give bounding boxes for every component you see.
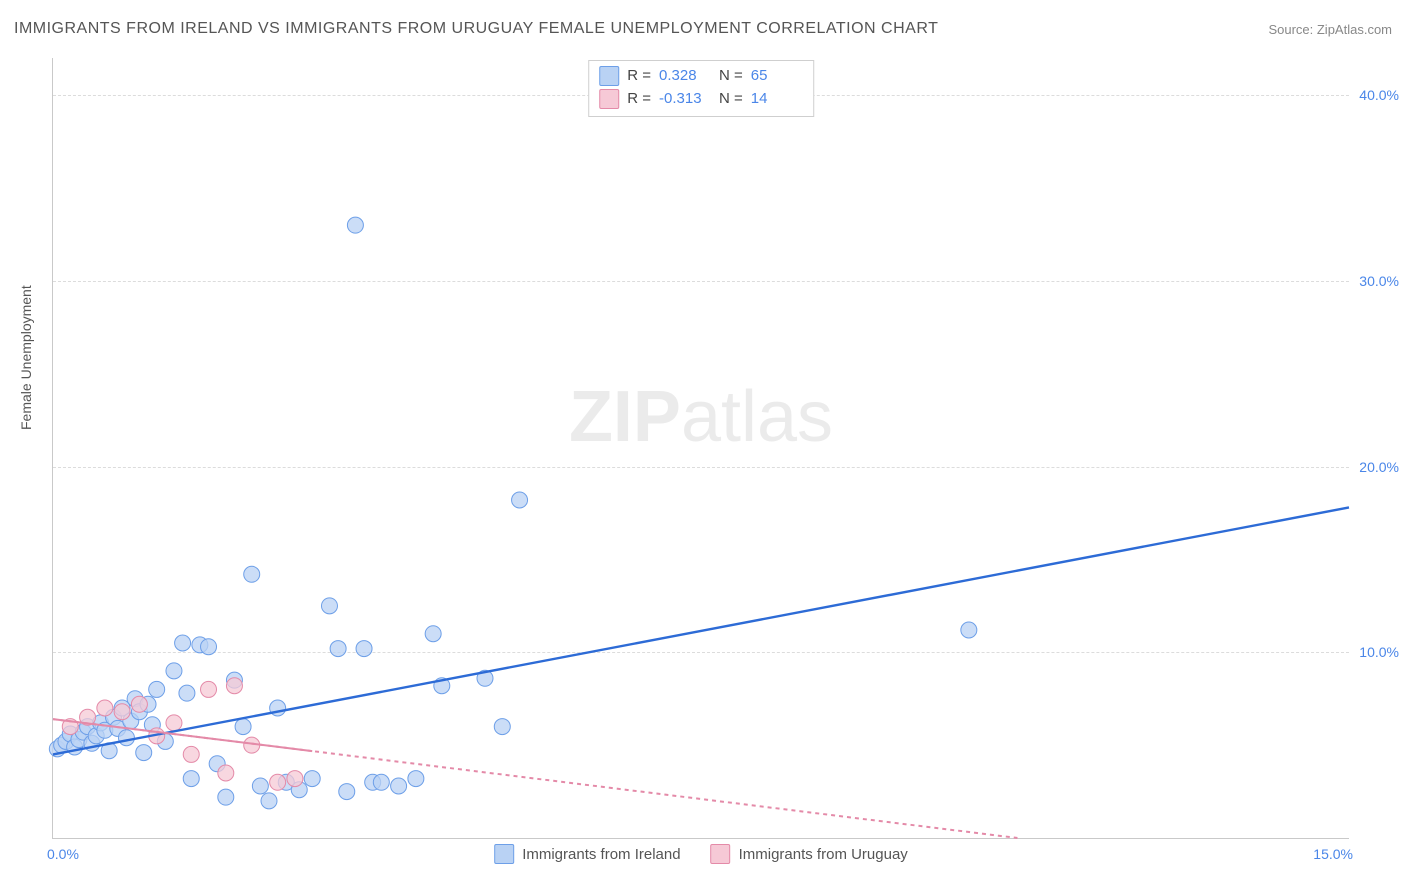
legend-item: Immigrants from Uruguay	[711, 844, 908, 864]
scatter-point	[149, 681, 165, 697]
scatter-point	[494, 719, 510, 735]
scatter-point	[226, 678, 242, 694]
y-tick-label: 20.0%	[1353, 459, 1399, 475]
x-tick-label: 15.0%	[1313, 846, 1353, 862]
scatter-point	[183, 771, 199, 787]
scatter-point	[356, 641, 372, 657]
scatter-point	[131, 696, 147, 712]
series-swatch-uruguay	[711, 844, 731, 864]
scatter-point	[391, 778, 407, 794]
y-tick-label: 10.0%	[1353, 644, 1399, 660]
scatter-point	[118, 730, 134, 746]
y-tick-label: 40.0%	[1353, 87, 1399, 103]
scatter-point	[961, 622, 977, 638]
series-swatch-ireland	[494, 844, 514, 864]
scatter-point	[244, 566, 260, 582]
x-tick-label: 0.0%	[47, 846, 79, 862]
scatter-point	[166, 663, 182, 679]
scatter-point	[339, 784, 355, 800]
legend-item: Immigrants from Ireland	[494, 844, 680, 864]
scatter-point	[235, 719, 251, 735]
y-axis-title: Female Unemployment	[18, 285, 34, 430]
scatter-point	[97, 700, 113, 716]
chart-svg	[53, 58, 1349, 838]
scatter-point	[373, 774, 389, 790]
scatter-point	[201, 681, 217, 697]
source-attribution: Source: ZipAtlas.com	[1268, 22, 1392, 37]
scatter-point	[304, 771, 320, 787]
trend-line	[53, 507, 1349, 754]
chart-container: IMMIGRANTS FROM IRELAND VS IMMIGRANTS FR…	[0, 0, 1406, 892]
scatter-point	[512, 492, 528, 508]
scatter-point	[287, 771, 303, 787]
scatter-point	[330, 641, 346, 657]
scatter-point	[175, 635, 191, 651]
scatter-point	[183, 746, 199, 762]
y-tick-label: 30.0%	[1353, 273, 1399, 289]
scatter-point	[321, 598, 337, 614]
scatter-point	[261, 793, 277, 809]
legend-label: Immigrants from Uruguay	[739, 846, 908, 863]
scatter-point	[270, 774, 286, 790]
scatter-point	[347, 217, 363, 233]
scatter-point	[166, 715, 182, 731]
scatter-point	[252, 778, 268, 794]
legend-label: Immigrants from Ireland	[522, 846, 680, 863]
scatter-point	[218, 789, 234, 805]
scatter-point	[179, 685, 195, 701]
scatter-point	[425, 626, 441, 642]
scatter-point	[114, 704, 130, 720]
scatter-point	[136, 745, 152, 761]
scatter-point	[201, 639, 217, 655]
chart-title: IMMIGRANTS FROM IRELAND VS IMMIGRANTS FR…	[14, 20, 938, 38]
scatter-point	[408, 771, 424, 787]
series-legend: Immigrants from Ireland Immigrants from …	[494, 844, 908, 864]
plot-area: ZIPatlas 10.0%20.0%30.0%40.0% 0.0%15.0% …	[52, 58, 1349, 839]
scatter-point	[218, 765, 234, 781]
